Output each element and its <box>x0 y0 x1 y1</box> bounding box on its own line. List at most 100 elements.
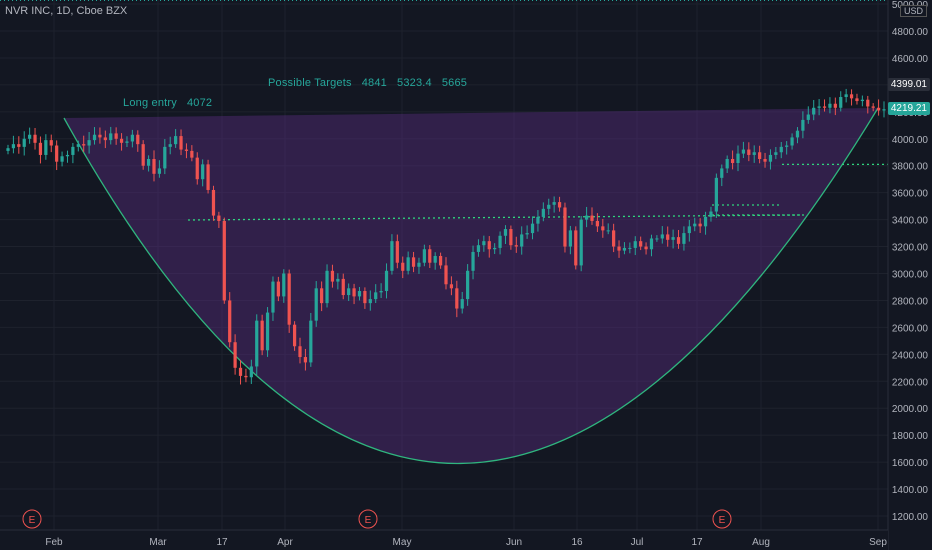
candle-body <box>482 241 486 246</box>
candle-body <box>179 136 183 150</box>
targets-label: Possible Targets <box>268 77 352 89</box>
y-tick-label: 2200.00 <box>892 377 929 388</box>
candle-body <box>49 140 53 146</box>
candle-body <box>146 158 151 166</box>
candle-body <box>238 367 243 376</box>
candle-body <box>330 270 335 282</box>
candle-body <box>109 133 113 141</box>
candle-body <box>406 257 410 271</box>
candle-body <box>114 133 118 139</box>
candle-body <box>579 219 583 266</box>
candle-body <box>714 177 718 212</box>
x-tick-label: Mar <box>149 537 167 548</box>
candle-body <box>828 103 832 108</box>
candle-body <box>320 288 324 304</box>
candle-body <box>38 142 43 155</box>
candle-body <box>617 246 621 251</box>
candle-body <box>309 320 313 363</box>
candle-body <box>438 255 443 266</box>
candle-body <box>520 234 524 247</box>
x-tick-label: Jul <box>631 537 644 548</box>
candle-body <box>201 164 205 180</box>
candle-body <box>347 288 351 296</box>
candle-body <box>417 262 421 267</box>
x-tick-label: Aug <box>752 537 770 548</box>
candle-body <box>11 144 16 149</box>
candle-body <box>806 114 810 120</box>
candle-body <box>444 265 448 285</box>
candle-body <box>163 146 167 169</box>
candle-body <box>244 375 248 378</box>
earnings-marker <box>22 509 42 529</box>
candle-body <box>503 229 508 236</box>
candle-body <box>303 357 308 363</box>
candle-body <box>233 342 237 368</box>
candle-body <box>747 149 751 155</box>
candle-body <box>817 106 821 108</box>
symbol-title[interactable]: NVR INC, 1D, Cboe BZX <box>5 5 128 17</box>
candle-body <box>552 202 556 205</box>
candle-body <box>217 215 221 221</box>
earnings-marker <box>712 509 732 529</box>
candle-body <box>449 284 454 289</box>
candle-body <box>222 220 226 301</box>
candle-body <box>384 270 389 292</box>
y-tick-label: 3600.00 <box>892 189 929 200</box>
earnings-marker-label: E <box>29 515 36 526</box>
candle-body <box>860 99 864 102</box>
candle-body <box>812 107 816 115</box>
y-tick-label: 3400.00 <box>892 216 929 227</box>
candle-body <box>152 158 156 174</box>
candle-body <box>119 138 124 143</box>
candle-body <box>547 204 551 209</box>
x-tick-label: 16 <box>571 537 583 548</box>
candle-body <box>103 137 107 141</box>
candle-body <box>649 238 654 250</box>
target-3: 5665 <box>441 77 468 89</box>
candle-body <box>871 106 875 108</box>
candle-body <box>184 149 189 151</box>
y-tick-label: 4600.00 <box>892 54 929 65</box>
x-tick-label: Apr <box>277 537 293 548</box>
candle-body <box>136 134 140 145</box>
y-tick-label: 2600.00 <box>892 323 929 334</box>
candle-body <box>590 215 594 221</box>
candle-body <box>71 146 75 155</box>
candle-body <box>336 278 340 282</box>
candle-body <box>801 119 805 131</box>
candle-body <box>866 99 870 107</box>
candle-body <box>628 247 632 249</box>
y-tick-label: 1400.00 <box>892 485 929 496</box>
candle-body <box>536 216 540 224</box>
candle-body <box>55 145 59 162</box>
y-tick-label: 1800.00 <box>892 431 929 442</box>
earnings-marker-label: E <box>719 515 726 526</box>
candle-body <box>157 168 162 174</box>
candle-body <box>287 273 291 325</box>
y-tick-label: 3200.00 <box>892 243 929 254</box>
candle-body <box>584 215 589 220</box>
candle-body <box>276 281 280 297</box>
candle-body <box>33 134 37 143</box>
candle-body <box>541 208 545 217</box>
target-1: 4841 <box>361 77 387 89</box>
candle-body <box>174 136 178 145</box>
candle-body <box>606 230 610 232</box>
currency-label[interactable]: USD <box>899 5 927 17</box>
x-tick-label: Feb <box>45 537 63 548</box>
candle-body <box>466 270 470 300</box>
candle-body <box>379 291 383 293</box>
x-tick-label: May <box>393 537 412 548</box>
candle-body <box>44 140 48 155</box>
candle-body <box>82 144 86 146</box>
candle-body <box>401 262 405 271</box>
candle-body <box>455 288 459 309</box>
candle-body <box>779 146 783 153</box>
candle-body <box>292 324 297 347</box>
candle-body <box>65 154 70 157</box>
candle-body <box>752 152 756 155</box>
earnings-marker-label: E <box>365 515 372 526</box>
candle-body <box>530 223 535 234</box>
candle-body <box>822 106 827 108</box>
